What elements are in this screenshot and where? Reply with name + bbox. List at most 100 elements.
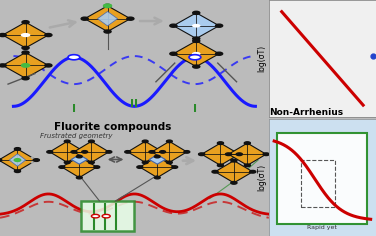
Circle shape [215, 52, 223, 55]
Circle shape [250, 170, 256, 173]
Polygon shape [71, 155, 87, 164]
Circle shape [91, 214, 100, 218]
Circle shape [244, 164, 250, 167]
Circle shape [127, 17, 134, 20]
FancyBboxPatch shape [277, 133, 367, 224]
Polygon shape [202, 143, 239, 165]
Circle shape [193, 11, 200, 14]
Circle shape [231, 181, 237, 184]
Circle shape [231, 159, 237, 162]
Y-axis label: log(σT): log(σT) [257, 164, 266, 191]
Circle shape [88, 140, 94, 143]
Circle shape [47, 151, 53, 153]
Circle shape [45, 34, 52, 37]
Circle shape [193, 39, 200, 42]
Circle shape [76, 176, 82, 179]
Polygon shape [128, 141, 163, 162]
Polygon shape [3, 22, 49, 48]
Circle shape [103, 4, 112, 8]
Circle shape [125, 151, 130, 153]
Bar [301, 160, 335, 207]
Circle shape [102, 214, 110, 218]
Circle shape [14, 148, 21, 150]
Circle shape [88, 161, 94, 164]
Circle shape [142, 140, 148, 143]
Polygon shape [173, 13, 219, 38]
Circle shape [59, 166, 65, 168]
X-axis label: 1/T: 1/T [316, 118, 329, 127]
Circle shape [189, 55, 201, 60]
Circle shape [170, 24, 177, 27]
Text: Fluorite compounds: Fluorite compounds [54, 122, 171, 132]
Text: Non-Arrhenius: Non-Arrhenius [269, 108, 343, 117]
Circle shape [217, 142, 223, 144]
Circle shape [14, 159, 21, 161]
Circle shape [160, 151, 165, 153]
Text: Frustrated geometry: Frustrated geometry [40, 133, 113, 139]
Circle shape [22, 51, 29, 54]
Circle shape [155, 155, 160, 158]
Circle shape [244, 142, 250, 144]
Circle shape [64, 140, 70, 143]
Circle shape [137, 166, 143, 168]
Polygon shape [173, 41, 219, 67]
Circle shape [167, 161, 172, 164]
Y-axis label: log(σT): log(σT) [257, 45, 266, 72]
Circle shape [33, 159, 39, 161]
Polygon shape [50, 141, 85, 162]
Polygon shape [149, 155, 165, 164]
Circle shape [106, 151, 112, 153]
Circle shape [236, 153, 243, 156]
Polygon shape [62, 156, 97, 177]
Circle shape [0, 34, 6, 37]
Circle shape [76, 155, 82, 158]
Circle shape [263, 153, 269, 156]
Circle shape [149, 151, 155, 153]
Circle shape [94, 166, 100, 168]
Circle shape [68, 55, 80, 60]
Polygon shape [229, 143, 266, 165]
Circle shape [192, 52, 200, 56]
Circle shape [22, 21, 29, 24]
Circle shape [104, 4, 111, 7]
Circle shape [0, 64, 6, 67]
Circle shape [193, 65, 200, 68]
Text: Rapid yet: Rapid yet [308, 225, 337, 231]
Polygon shape [85, 6, 130, 32]
Circle shape [22, 46, 29, 49]
Circle shape [184, 151, 190, 153]
Polygon shape [97, 12, 118, 26]
Circle shape [0, 159, 2, 161]
Circle shape [21, 33, 30, 37]
Bar [80, 201, 135, 231]
Circle shape [82, 151, 88, 153]
Circle shape [199, 153, 205, 156]
Circle shape [104, 30, 111, 33]
Text: I: I [72, 105, 76, 114]
Circle shape [193, 37, 200, 40]
Polygon shape [215, 161, 253, 183]
Circle shape [215, 24, 223, 27]
Circle shape [217, 164, 223, 167]
Text: I: I [193, 105, 197, 114]
Polygon shape [74, 141, 109, 162]
Polygon shape [152, 141, 187, 162]
Circle shape [14, 170, 21, 173]
Polygon shape [0, 149, 36, 171]
Circle shape [64, 161, 70, 164]
Circle shape [155, 176, 160, 179]
Polygon shape [140, 156, 175, 177]
Circle shape [71, 151, 77, 153]
Circle shape [212, 170, 218, 173]
Polygon shape [3, 53, 49, 78]
Circle shape [81, 17, 88, 20]
Circle shape [172, 166, 177, 168]
Polygon shape [9, 154, 26, 166]
Circle shape [21, 64, 30, 67]
Circle shape [226, 153, 232, 156]
Text: II: II [130, 99, 138, 109]
Circle shape [192, 24, 200, 28]
Circle shape [45, 64, 52, 67]
Circle shape [170, 52, 177, 55]
Circle shape [142, 161, 148, 164]
